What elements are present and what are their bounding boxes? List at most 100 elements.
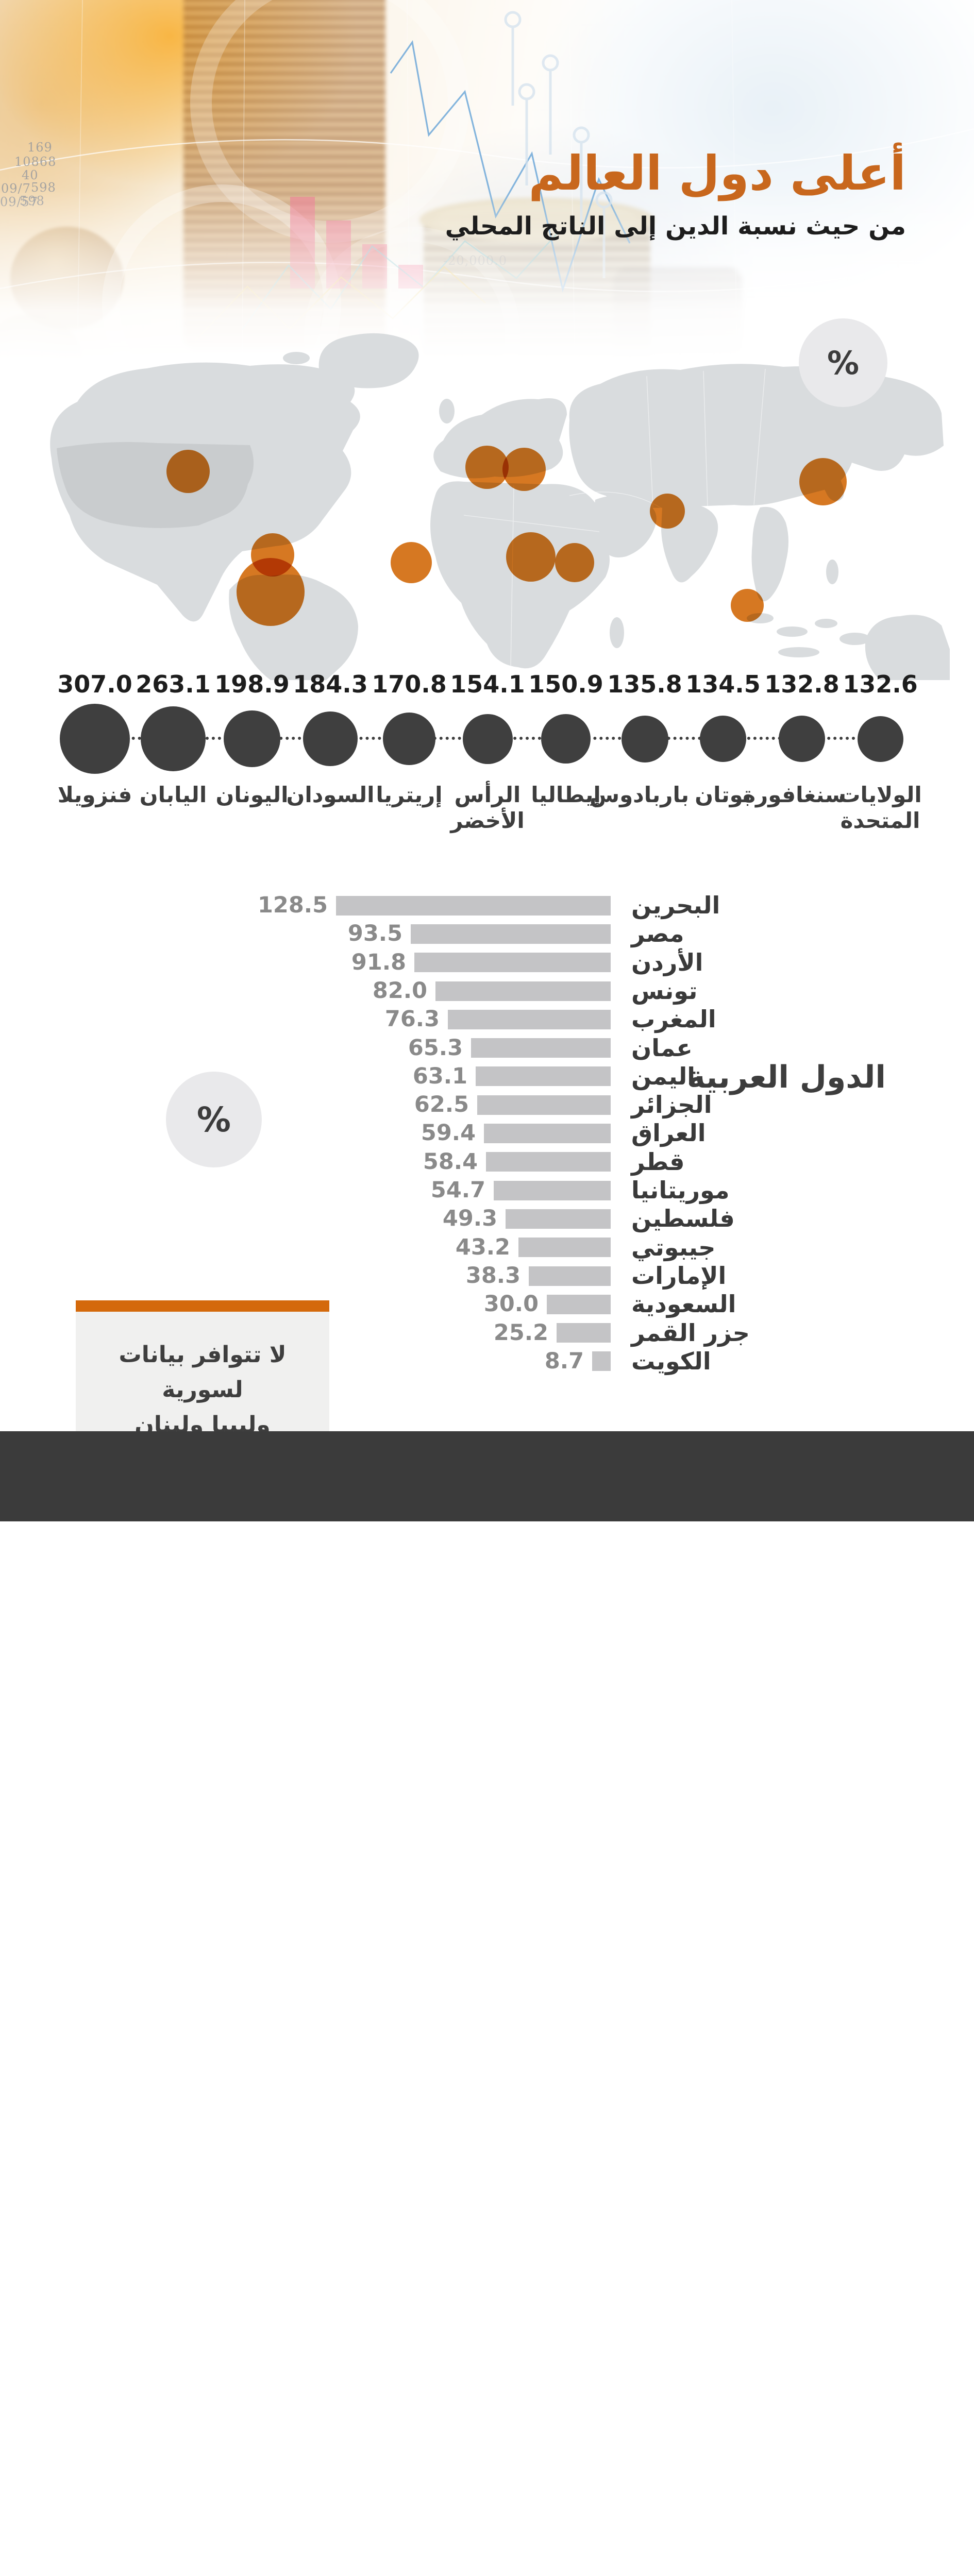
bar-قطر [486, 1152, 611, 1172]
world-map [28, 330, 951, 680]
ranking-bubble [779, 716, 825, 762]
ranking-country-label: الرأس الأخضر [450, 782, 525, 833]
percent-badge: % [166, 1072, 262, 1167]
ranking-item-7: 150.9 إيطاليا [522, 670, 610, 808]
ranking-country-label: بوتان [695, 782, 751, 807]
ranking-value: 263.1 [136, 670, 211, 698]
ranking-bubble [462, 714, 513, 764]
ranking-item-3: 198.9 اليونان [208, 670, 296, 808]
ranking-bubble [383, 713, 435, 765]
map-bubble-الولايات المتحدة [166, 450, 210, 493]
bar-اليمن [476, 1066, 611, 1087]
bar-country-label: الكويت [631, 1347, 711, 1375]
bar-value: 38.3 [465, 1262, 520, 1289]
bar-جيبوتي [518, 1238, 611, 1258]
map-bubbles [166, 446, 847, 626]
bar-العراق [484, 1124, 611, 1144]
bar-value: 30.0 [483, 1291, 539, 1317]
ranking-value: 307.0 [57, 670, 132, 698]
ranking-country-label: فنزويلا [57, 782, 132, 807]
bar-فلسطين [506, 1209, 611, 1229]
bar-country-label: جيبوتي [631, 1233, 716, 1261]
bar-country-label: الإمارات [631, 1261, 727, 1290]
bar-country-label: تونس [631, 976, 698, 1005]
bar-value: 59.4 [421, 1120, 476, 1146]
ranking-bubble [60, 704, 130, 774]
ranking-item-4: 184.3 السودان [286, 670, 375, 808]
section-title-arab-countries: الدول العربية [687, 1059, 886, 1095]
bar-value: 49.3 [442, 1206, 497, 1232]
title-block: أعلى دول العالم من حيث نسبة الدين إلى ال… [445, 147, 906, 241]
bar-country-label: اليمن [631, 1062, 696, 1090]
page-title: أعلى دول العالم [528, 146, 906, 201]
bar-country-label: العراق [631, 1119, 706, 1147]
photo-fade [0, 0, 974, 361]
bar-value: 58.4 [423, 1148, 478, 1175]
map-bubble-الرأس الأخضر [391, 542, 432, 583]
header-photo: 169 10868 40 598 598 09/7 09/57 -20,000.… [0, 0, 974, 361]
bar-مصر [411, 924, 611, 944]
ranking-bubble [700, 716, 746, 762]
bar-country-label: البحرين [631, 891, 720, 919]
bar-country-label: الجزائر [631, 1091, 712, 1119]
map-bubble-سنغافورة [731, 589, 764, 622]
bar-value: 82.0 [372, 977, 427, 1004]
ranking-value: 134.5 [685, 670, 761, 698]
bar-الجزائر [477, 1095, 611, 1115]
bar-السعودية [547, 1294, 611, 1314]
bar-تونس [435, 981, 611, 1001]
map-bubble-إيطاليا [465, 446, 509, 489]
ranking-item-5: 170.8 إريتريا [365, 670, 454, 808]
ranking-value: 198.9 [214, 670, 290, 698]
bar-value: 63.1 [412, 1063, 467, 1089]
ranking-bubble [621, 715, 668, 762]
infographic-page: 169 10868 40 598 598 09/7 09/57 -20,000.… [0, 0, 974, 1521]
map-bubble-اليونان [502, 448, 546, 491]
note-accent-bar [76, 1300, 329, 1312]
bar-country-label: الأردن [631, 948, 703, 976]
ranking-value: 132.6 [843, 670, 918, 698]
ranking-value: 150.9 [528, 670, 603, 698]
ranking-item-6: 154.1 الرأس الأخضر [443, 670, 532, 833]
footer: ALEQTISADIAH الاقتصادية WWW.ALEQT.COM [0, 1431, 974, 1521]
map-bubble-اليابان [799, 458, 847, 505]
bar-جزر القمر [557, 1323, 611, 1343]
bar-country-label: السعودية [631, 1290, 736, 1318]
ranking-value: 154.1 [450, 670, 525, 698]
ranking-value: 132.8 [764, 670, 839, 698]
world-map-svg [50, 333, 950, 680]
bar-المغرب [448, 1009, 611, 1029]
bar-الكويت [592, 1351, 611, 1371]
bar-value: 43.2 [455, 1234, 510, 1260]
ranking-bubble [303, 711, 358, 766]
percent-badge: % [799, 318, 887, 407]
page-subtitle: من حيث نسبة الدين إلى الناتج المحلي [445, 212, 906, 241]
bar-country-label: جزر القمر [631, 1318, 750, 1347]
bar-country-label: مصر [631, 920, 684, 948]
ranking-bubble [541, 714, 591, 764]
map-bubble-إريتريا [555, 543, 594, 582]
bar-country-label: فلسطين [631, 1205, 735, 1233]
ranking-item-8: 135.8 باربادوس [590, 670, 689, 808]
ranking-bubble [224, 710, 280, 767]
ranking-item-2: 263.1 اليابان [129, 670, 217, 808]
ranking-country-label: إريتريا [376, 782, 443, 807]
bar-value: 25.2 [493, 1319, 548, 1346]
bar-البحرين [336, 895, 611, 916]
ranking-country-label: إيطاليا [531, 782, 601, 807]
ranking-item-10: 132.8 سنغافورة [743, 670, 846, 808]
ranking-country-label: اليونان [215, 782, 289, 807]
percent-sign: % [827, 344, 860, 382]
bar-country-label: موريتانيا [631, 1176, 730, 1204]
ranking-item-1: 307.0 فنزويلا [51, 670, 139, 808]
bar-value: 76.3 [384, 1006, 440, 1032]
ranking-country-label: الولايات المتحدة [838, 782, 922, 833]
bar-value: 65.3 [408, 1035, 463, 1061]
ranking-country-label: اليابان [139, 782, 207, 807]
ranking-item-9: 134.5 بوتان [679, 670, 767, 808]
bar-الإمارات [529, 1266, 611, 1286]
ranking-country-label: باربادوس [590, 782, 689, 807]
bar-value: 8.7 [544, 1348, 584, 1374]
bar-value: 93.5 [347, 921, 402, 947]
ranking-country-label: السودان [286, 782, 375, 807]
